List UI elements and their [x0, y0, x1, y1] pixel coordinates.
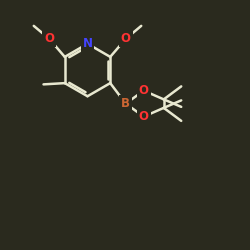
Text: O: O — [44, 32, 54, 46]
Text: N: N — [82, 37, 92, 50]
Text: B: B — [121, 97, 130, 110]
Text: O: O — [139, 84, 149, 97]
Text: O: O — [121, 32, 131, 46]
Text: O: O — [139, 110, 149, 123]
